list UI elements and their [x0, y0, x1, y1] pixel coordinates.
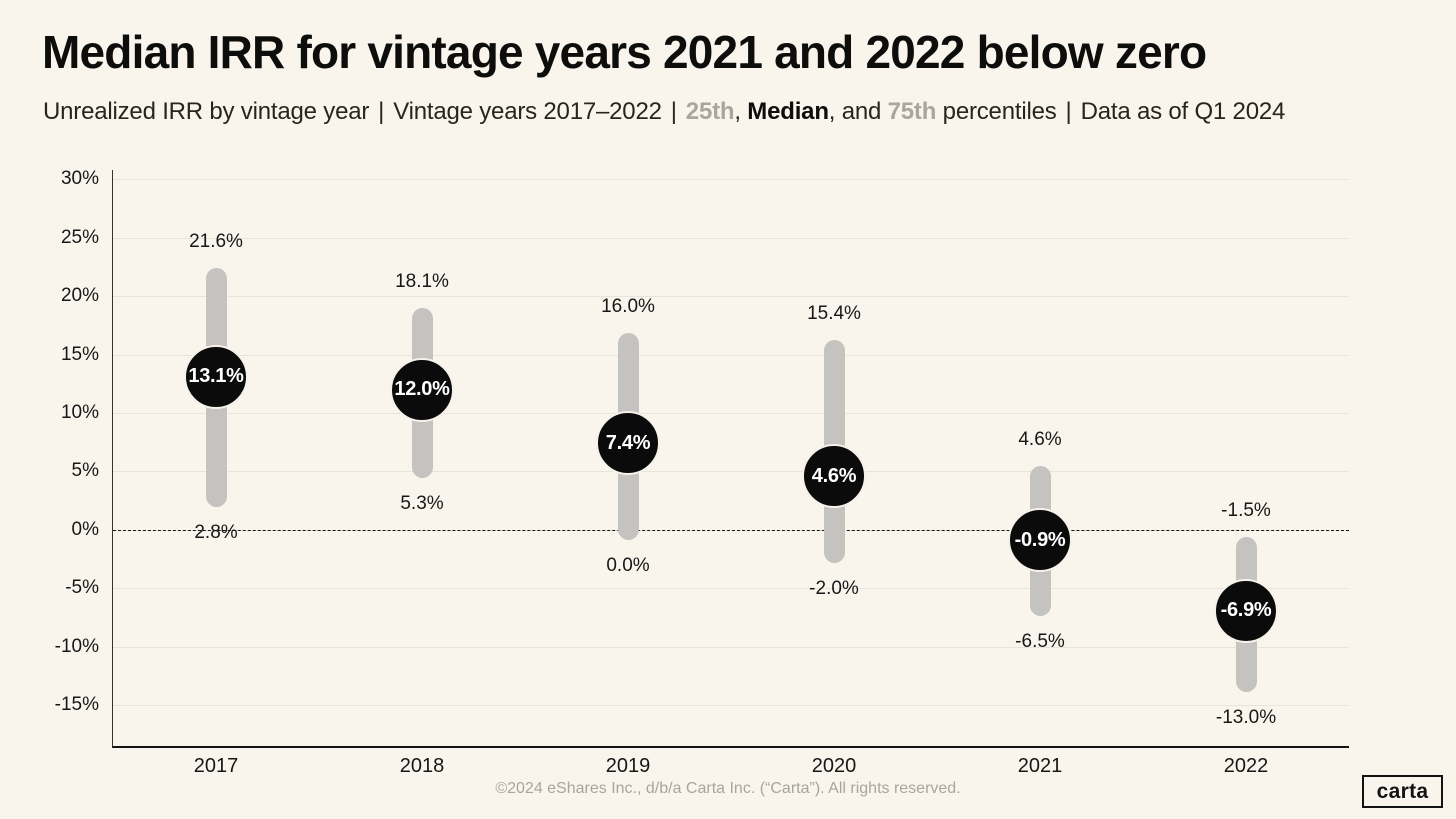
y-tick-label--15%: -15%	[54, 694, 99, 716]
zero-baseline	[113, 529, 1349, 531]
subtitle-segment: |	[1065, 98, 1072, 125]
p25-label-2019: 0.0%	[606, 554, 650, 576]
copyright-footer: ©2024 eShares Inc., d/b/a Carta Inc. (“C…	[495, 780, 961, 797]
x-tick-label-2017: 2017	[193, 755, 239, 777]
y-tick-label-25%: 25%	[60, 226, 99, 248]
p25-label-2017: 2.8%	[194, 522, 238, 544]
gridline-20%	[113, 296, 1349, 298]
median-dot-2019: 7.4%	[596, 411, 660, 476]
median-label-2019: 7.4%	[605, 431, 651, 454]
p25-label-2020: -2.0%	[809, 578, 859, 600]
p75-label-2018: 18.1%	[395, 271, 449, 293]
page-title: Median IRR for vintage years 2021 and 20…	[42, 26, 1207, 78]
carta-logo: carta	[1362, 775, 1443, 808]
gridline--10%	[113, 646, 1349, 648]
subtitle-segment: ,	[734, 98, 748, 125]
gridline-5%	[113, 471, 1349, 473]
y-tick-label-15%: 15%	[60, 343, 99, 365]
median-label-2017: 13.1%	[188, 365, 244, 388]
p25-label-2021: -6.5%	[1015, 630, 1065, 652]
subtitle-segment: Unrealized IRR by vintage year	[43, 98, 370, 125]
x-tick-label-2019: 2019	[605, 755, 651, 777]
median-label-2022: -6.9%	[1220, 599, 1272, 621]
page-subtitle: Unrealized IRR by vintage year | Vintage y…	[43, 98, 1285, 126]
subtitle-segment: |	[670, 98, 677, 125]
irr-range-chart: 30% 25% 20% 15% 10% 5% 0% -5% -10% -15% 21.6% 2.8% 1…	[55, 168, 1349, 777]
median-dot-2018: 12.0%	[390, 357, 454, 422]
y-tick-label--10%: -10%	[54, 635, 99, 657]
subtitle-segment: 25th	[685, 98, 735, 125]
gridline--5%	[113, 588, 1349, 590]
median-label-2018: 12.0%	[394, 378, 450, 401]
median-dot-2020: 4.6%	[802, 444, 866, 509]
median-dot-2022: -6.9%	[1214, 578, 1278, 643]
subtitle-segment: 75th	[887, 98, 937, 125]
gridline-10%	[113, 413, 1349, 414]
median-dot-2017: 13.1%	[184, 344, 248, 409]
p25-label-2022: -13.0%	[1215, 706, 1277, 728]
y-tick-label-10%: 10%	[60, 402, 99, 423]
gridline-15%	[113, 354, 1349, 356]
p75-label-2021: 4.6%	[1018, 429, 1062, 451]
carta-logo-text: carta	[1376, 780, 1429, 803]
p75-label-2019: 16.0%	[601, 295, 655, 317]
x-tick-label-2022: 2022	[1223, 755, 1269, 777]
p75-label-2020: 15.4%	[807, 302, 861, 324]
y-tick-label-0%: 0%	[71, 518, 99, 540]
p75-label-2017: 21.6%	[189, 230, 243, 252]
subtitle-segment: |	[378, 98, 385, 125]
median-label-2020: 4.6%	[811, 464, 857, 487]
p75-label-2022: -1.5%	[1221, 500, 1271, 522]
subtitle-segment: Vintage years 2017–2022	[393, 98, 662, 125]
y-tick-label-5%: 5%	[71, 460, 99, 482]
gridline-30%	[113, 179, 1349, 181]
median-label-2021: -0.9%	[1014, 528, 1066, 551]
y-tick-label-30%: 30%	[60, 168, 99, 190]
x-tick-label-2018: 2018	[399, 755, 445, 777]
subtitle-segment: percentiles	[936, 98, 1057, 125]
subtitle-segment: Median	[747, 98, 829, 125]
x-tick-label-2020: 2020	[811, 755, 857, 777]
p25-label-2018: 5.3%	[400, 492, 444, 514]
x-tick-label-2021: 2021	[1017, 755, 1063, 777]
subtitle-segment: , and	[828, 98, 888, 125]
median-dot-2021: -0.9%	[1008, 508, 1072, 573]
gridline-25%	[113, 237, 1349, 239]
gridline--15%	[113, 705, 1349, 707]
subtitle-segment: Data as of Q1 2024	[1080, 98, 1286, 125]
y-tick-label--5%: -5%	[65, 577, 99, 599]
y-tick-label-20%: 20%	[60, 285, 99, 307]
